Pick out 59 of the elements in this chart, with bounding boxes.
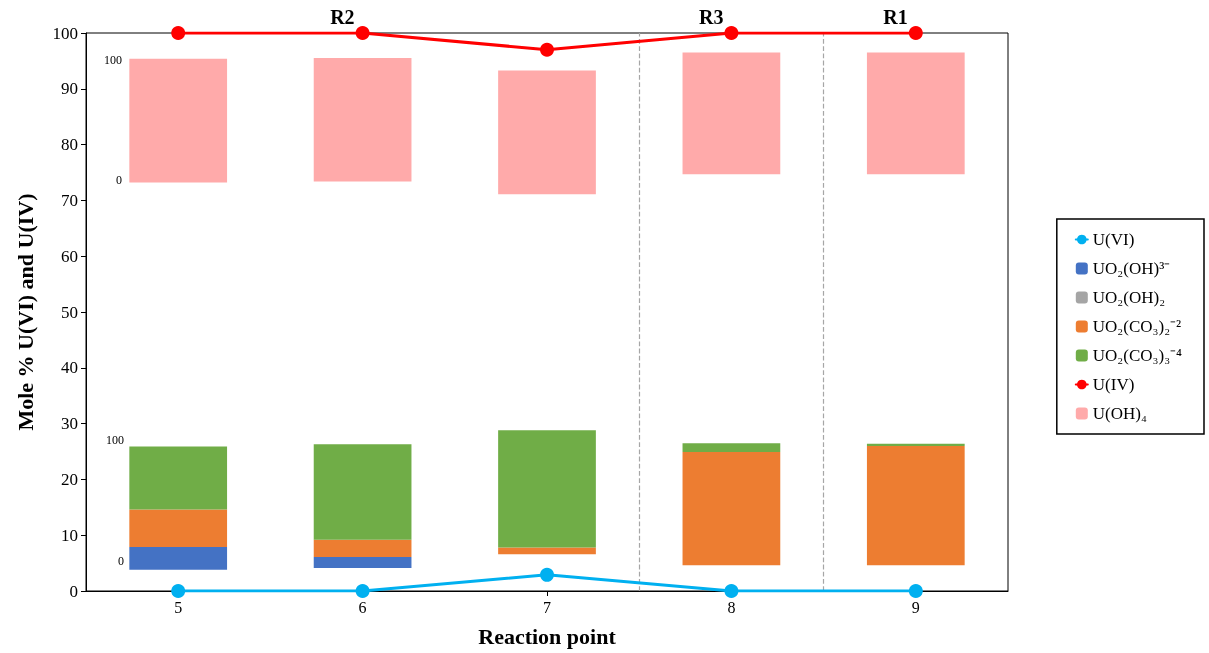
bar	[498, 70, 596, 195]
bar	[129, 509, 228, 547]
y-tick-label: 0	[69, 581, 78, 601]
point	[171, 584, 186, 598]
y-tick-label: 40	[61, 358, 78, 378]
legend-label: UO₂(OH)³⁻	[1092, 259, 1171, 278]
legend-label: U(IV)	[1092, 375, 1135, 394]
bar	[498, 430, 596, 548]
x-tick-label: 6	[358, 598, 367, 616]
point	[724, 26, 739, 40]
legend-label: U(VI)	[1092, 230, 1135, 249]
annotation: 100	[104, 53, 122, 67]
y-tick-label: 100	[52, 23, 78, 43]
y-tick-label: 20	[61, 469, 78, 489]
annotation: R2	[330, 6, 355, 28]
x-tick-label: 9	[911, 598, 920, 616]
annotation: R3	[698, 6, 724, 28]
point	[171, 26, 186, 40]
y-axis-title: Mole % U(VI) and U(IV)	[12, 193, 38, 431]
bar	[313, 539, 412, 557]
annotation: 0	[118, 554, 124, 568]
bar	[313, 444, 412, 540]
point	[908, 584, 923, 598]
y-tick-label: 70	[61, 190, 78, 210]
bar	[866, 443, 965, 446]
y-tick-label: 50	[61, 302, 78, 322]
y-tick-label: 10	[61, 525, 78, 545]
annotation: 100	[106, 433, 124, 447]
y-tick-label: 90	[61, 79, 78, 99]
legend-label: UO₂(OH)₂	[1092, 288, 1166, 307]
bar	[866, 52, 965, 175]
point	[355, 26, 370, 40]
x-tick-label: 7	[543, 598, 551, 616]
x-tick-label: 5	[174, 598, 183, 616]
legend-label: U(OH)₄	[1092, 404, 1147, 423]
annotation: 0	[116, 173, 122, 187]
bar	[682, 52, 781, 175]
bar	[129, 546, 228, 570]
point	[908, 26, 923, 40]
y-tick-label: 60	[61, 246, 78, 266]
bar	[498, 547, 596, 555]
x-tick-label: 8	[727, 598, 736, 616]
point	[540, 567, 554, 582]
bar	[313, 556, 412, 569]
bar	[129, 58, 228, 183]
bar	[866, 445, 965, 566]
bar	[313, 58, 412, 182]
y-tick-label: 80	[61, 135, 78, 155]
legend-label: UO₂(CO₃)₃⁻⁴	[1092, 346, 1183, 365]
point	[355, 584, 370, 598]
bar	[682, 443, 781, 453]
x-axis-title: Reaction point	[478, 623, 617, 649]
annotation: R1	[883, 6, 908, 28]
bar	[129, 446, 228, 510]
bar	[682, 452, 781, 566]
y-tick-label: 30	[61, 414, 78, 434]
legend-label: UO₂(CO₃)₂⁻²	[1092, 317, 1182, 336]
point	[540, 42, 554, 57]
point	[724, 584, 739, 598]
